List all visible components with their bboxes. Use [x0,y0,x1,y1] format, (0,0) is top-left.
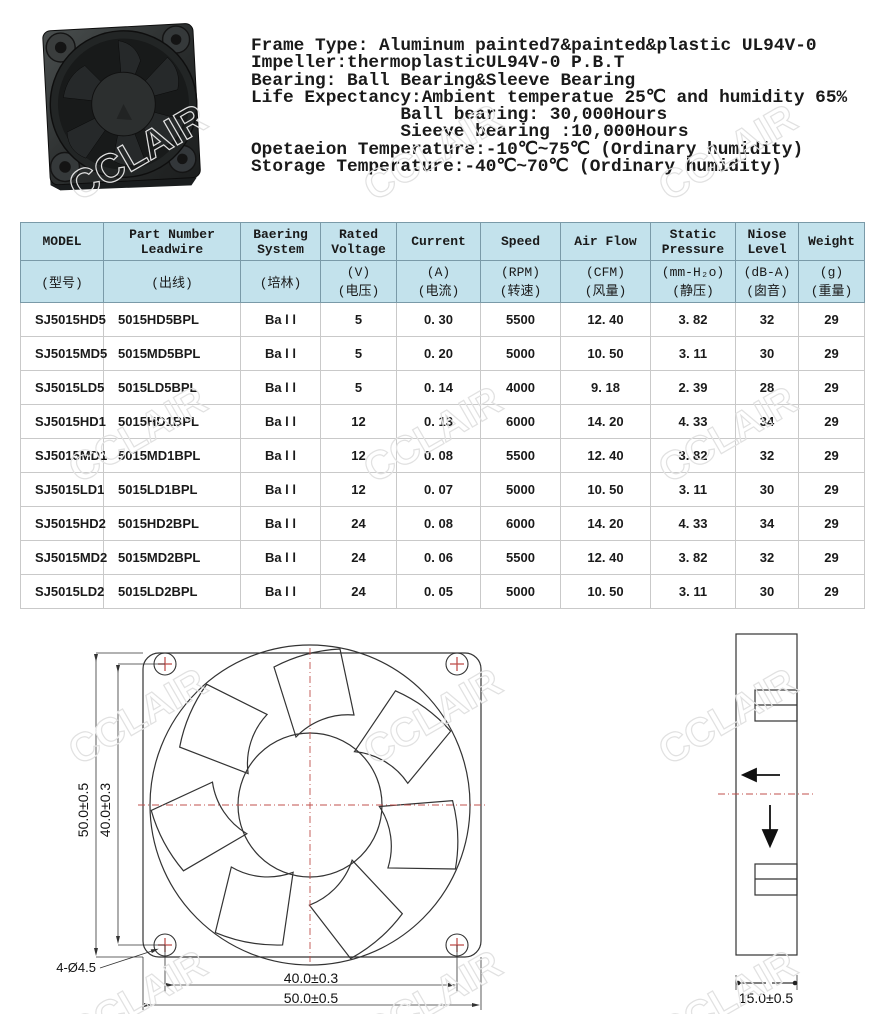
svg-text:4-Ø4.5: 4-Ø4.5 [56,960,96,975]
svg-text:50.0±0.5: 50.0±0.5 [284,990,339,1006]
svg-text:40.0±0.3: 40.0±0.3 [284,970,339,986]
svg-text:40.0±0.3: 40.0±0.3 [97,783,113,838]
svg-text:50.0±0.5: 50.0±0.5 [75,783,91,838]
svg-text:15.0±0.5: 15.0±0.5 [739,990,794,1006]
